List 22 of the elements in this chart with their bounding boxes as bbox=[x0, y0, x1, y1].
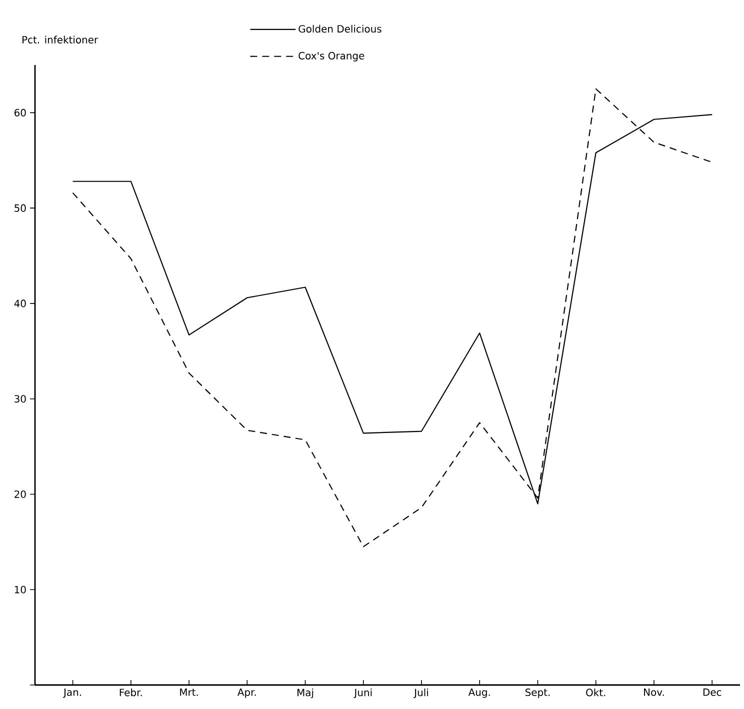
x-tick-label: Febr. bbox=[120, 688, 142, 696]
x-tick-label: Jan. bbox=[63, 688, 81, 698]
legend-label: Cox's Orange bbox=[298, 52, 364, 62]
x-tick-label: Juli bbox=[414, 688, 428, 698]
x-tick-label: Nov. bbox=[644, 688, 664, 696]
y-tick-label: 50 bbox=[14, 204, 26, 212]
y-axis-title: Pct. infektioner bbox=[22, 36, 98, 44]
y-tick-label: 30 bbox=[14, 395, 26, 403]
x-tick-label: Sept. bbox=[525, 688, 550, 698]
x-tick-label: Okt. bbox=[586, 688, 606, 696]
x-tick-label: Mrt. bbox=[180, 688, 198, 696]
legend-label: Golden Delicious bbox=[298, 24, 382, 33]
x-tick-label: Maj bbox=[298, 688, 314, 698]
y-tick-label: 40 bbox=[14, 300, 26, 308]
x-tick-label: Apr. bbox=[237, 688, 256, 698]
y-tick-label: 10 bbox=[14, 586, 26, 594]
line-series bbox=[72, 88, 713, 548]
x-tick-label: Juni bbox=[354, 688, 372, 698]
y-tick-label: 20 bbox=[14, 490, 26, 498]
y-tick-label: 60 bbox=[14, 108, 26, 116]
x-tick-label: Dec bbox=[703, 688, 722, 696]
x-tick-label: Aug. bbox=[468, 688, 490, 698]
